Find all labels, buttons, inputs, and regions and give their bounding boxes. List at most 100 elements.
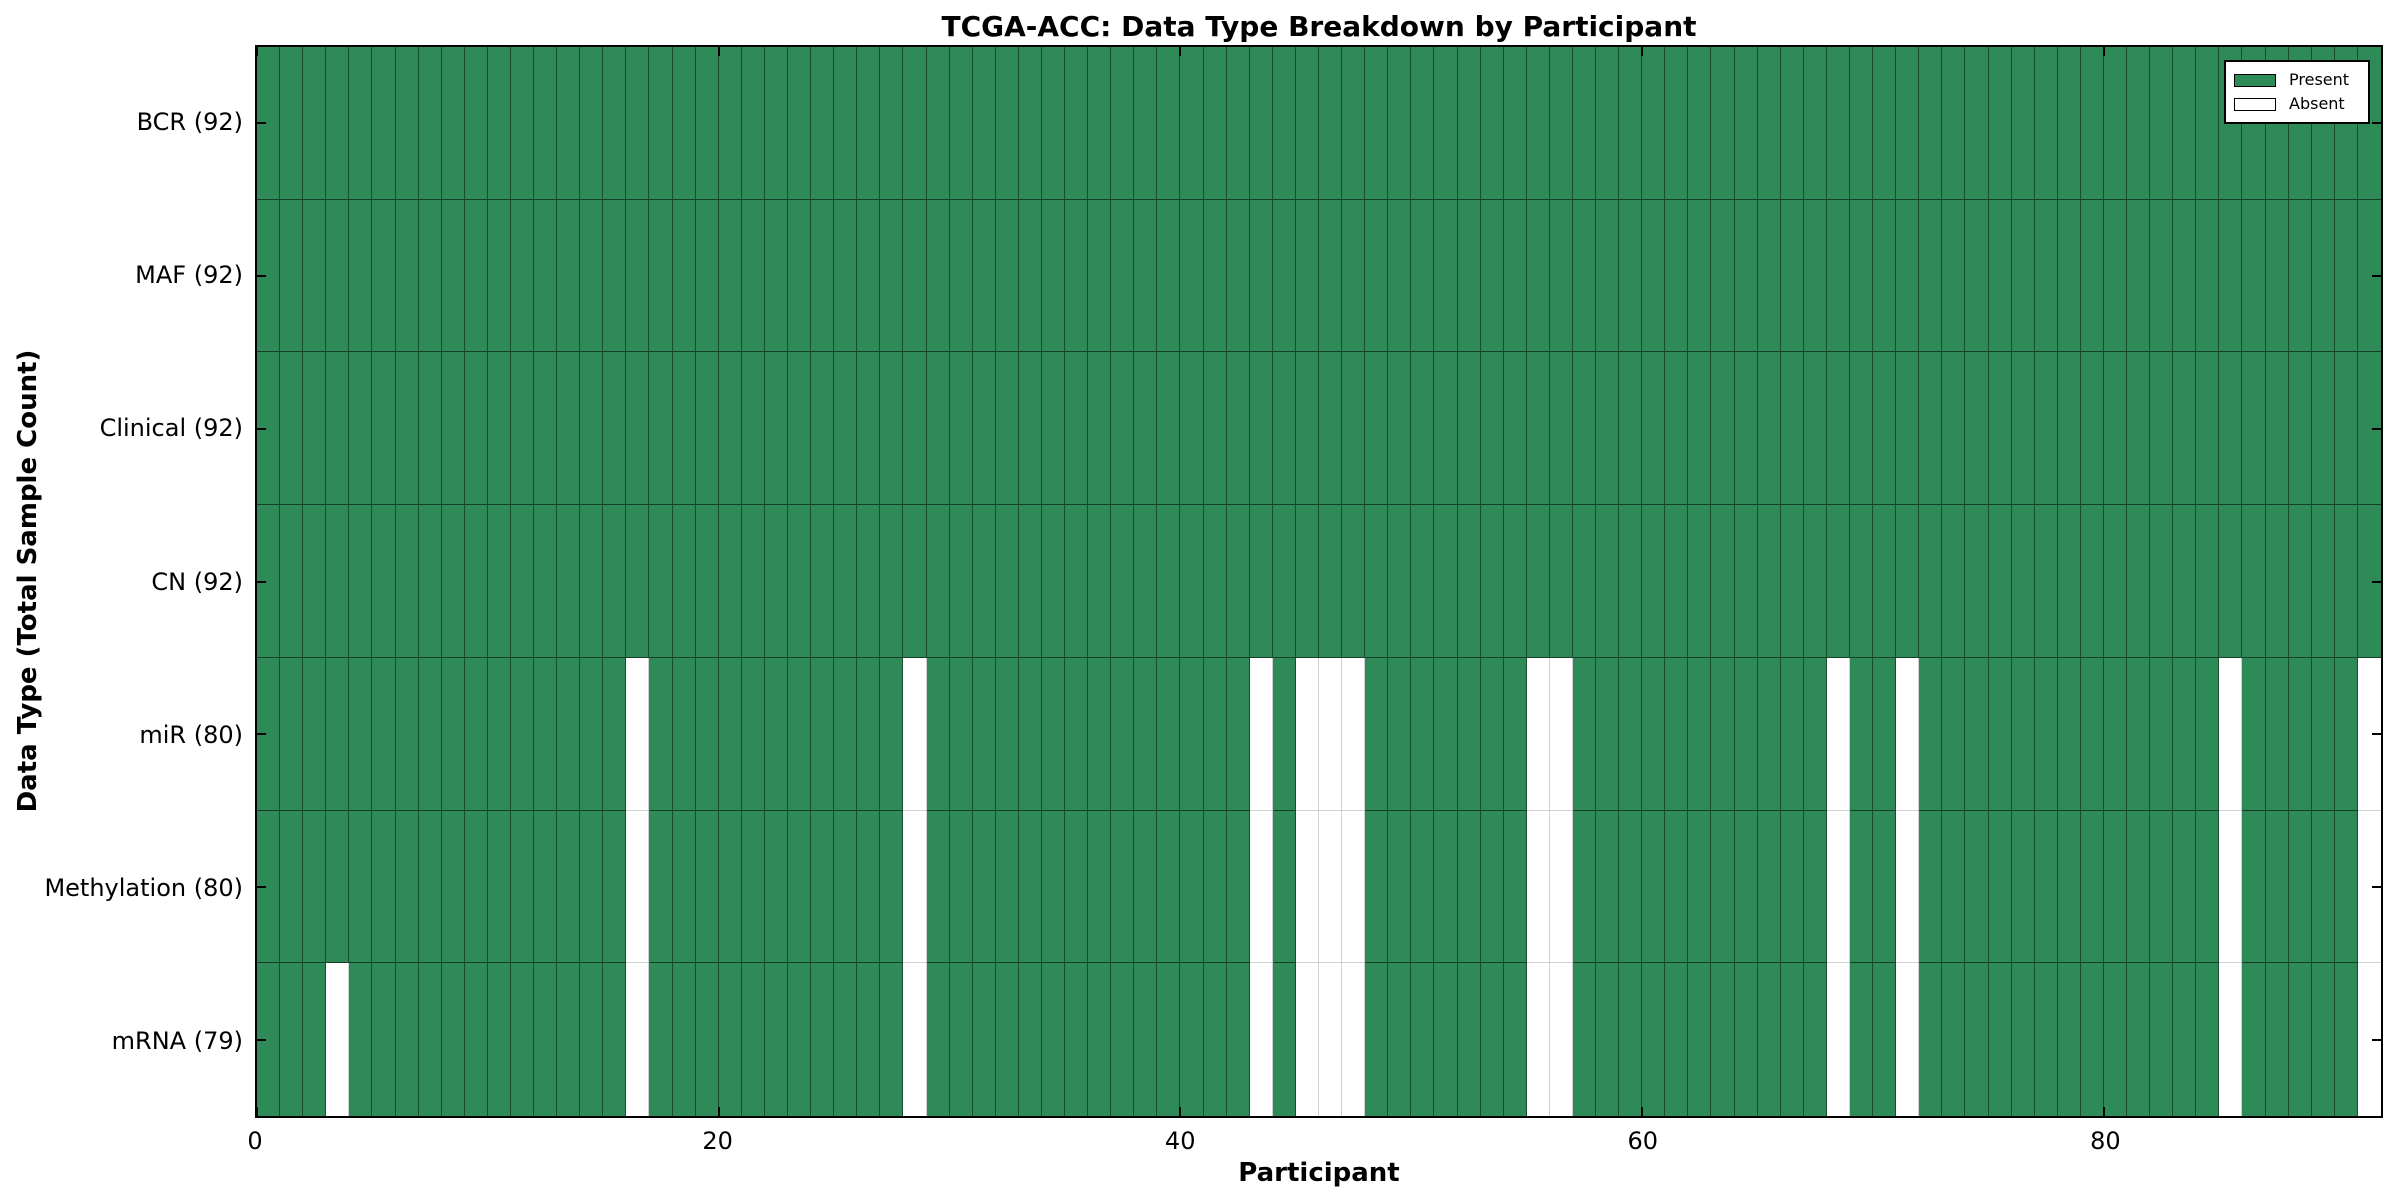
grid-cell bbox=[1365, 199, 1389, 353]
grid-cell bbox=[510, 657, 535, 811]
grid-cell bbox=[280, 47, 304, 200]
grid-cell bbox=[1018, 657, 1042, 811]
grid-cell bbox=[1688, 963, 1712, 1116]
grid-cell bbox=[1480, 199, 1504, 353]
grid-cell bbox=[1065, 47, 1089, 200]
grid-cell bbox=[834, 352, 858, 506]
grid-cell bbox=[1203, 352, 1227, 506]
grid-cell bbox=[1711, 505, 1735, 658]
grid-cell bbox=[1272, 657, 1296, 811]
grid-cell bbox=[857, 657, 881, 811]
grid-cell bbox=[1503, 810, 1527, 964]
grid-cell bbox=[1549, 352, 1573, 506]
grid-cell bbox=[1503, 352, 1527, 506]
grid-cell bbox=[2150, 657, 2174, 811]
grid-cell bbox=[787, 199, 812, 353]
grid-cell bbox=[2057, 47, 2081, 200]
grid-cell bbox=[2057, 505, 2081, 658]
grid-cell bbox=[1503, 199, 1527, 353]
grid-cell bbox=[1526, 47, 1550, 200]
grid-cell bbox=[1734, 47, 1758, 200]
grid-cell bbox=[1942, 47, 1966, 200]
grid-cell bbox=[326, 810, 350, 964]
grid-cell bbox=[1295, 199, 1319, 353]
grid-cell bbox=[1295, 47, 1319, 200]
grid-cell bbox=[2265, 505, 2289, 658]
grid-cell bbox=[695, 505, 719, 658]
grid-cell bbox=[1411, 47, 1435, 200]
y-tick-mark bbox=[257, 580, 266, 583]
grid-cell bbox=[603, 199, 627, 353]
x-axis-label: Participant bbox=[1238, 1158, 1400, 1188]
grid-cell bbox=[441, 963, 465, 1116]
grid-cell bbox=[1826, 657, 1850, 811]
grid-cell bbox=[1549, 47, 1573, 200]
grid-cell bbox=[857, 199, 881, 353]
grid-cell bbox=[649, 963, 673, 1116]
grid-cell bbox=[1803, 505, 1827, 658]
grid-cell bbox=[580, 47, 604, 200]
grid-cell bbox=[1826, 352, 1850, 506]
grid-cell bbox=[1596, 352, 1620, 506]
grid-cell bbox=[2034, 657, 2058, 811]
grid-cell bbox=[1803, 199, 1827, 353]
grid-cell bbox=[1041, 352, 1066, 506]
grid-cell bbox=[603, 657, 627, 811]
grid-cell bbox=[1734, 657, 1758, 811]
y-tick-mark bbox=[2372, 275, 2381, 278]
grid-cell bbox=[2311, 657, 2335, 811]
grid-cell bbox=[303, 352, 327, 506]
grid-cell bbox=[718, 352, 742, 506]
grid-cell bbox=[1342, 505, 1366, 658]
grid-cell bbox=[2080, 657, 2104, 811]
grid-cell bbox=[1919, 47, 1943, 200]
grid-cell bbox=[926, 505, 950, 658]
grid-cell bbox=[764, 352, 788, 506]
grid-cell bbox=[695, 47, 719, 200]
grid-cell bbox=[2357, 657, 2381, 811]
grid-cell bbox=[2127, 657, 2151, 811]
grid-cell bbox=[1711, 47, 1735, 200]
grid-cell bbox=[2011, 352, 2035, 506]
grid-cell bbox=[857, 47, 881, 200]
x-tick-label: 60 bbox=[1627, 1127, 1659, 1155]
grid-cell bbox=[834, 810, 858, 964]
grid-cell bbox=[626, 505, 650, 658]
grid-cell bbox=[372, 199, 396, 353]
grid-cell bbox=[1965, 352, 1989, 506]
grid-cell bbox=[1896, 47, 1920, 200]
grid-cell bbox=[1203, 810, 1227, 964]
grid-cell bbox=[1711, 810, 1735, 964]
grid-cell bbox=[903, 47, 927, 200]
grid-cell bbox=[1249, 47, 1273, 200]
grid-cell bbox=[1157, 352, 1181, 506]
grid-cell bbox=[1411, 963, 1435, 1116]
grid-cell bbox=[1480, 657, 1504, 811]
grid-cell bbox=[1226, 199, 1250, 353]
grid-cell bbox=[557, 199, 581, 353]
grid-cell bbox=[2011, 963, 2035, 1116]
y-tick-mark bbox=[257, 885, 266, 888]
grid-cell bbox=[1457, 199, 1481, 353]
grid-cell bbox=[1642, 810, 1666, 964]
grid-cell bbox=[2173, 963, 2197, 1116]
y-tick-mark bbox=[2372, 1038, 2381, 1041]
grid-cell bbox=[1849, 352, 1874, 506]
grid-cell bbox=[441, 657, 465, 811]
grid-cell bbox=[1965, 657, 1989, 811]
grid-cell bbox=[1826, 505, 1850, 658]
grid-cell bbox=[1411, 810, 1435, 964]
grid-cell bbox=[1457, 963, 1481, 1116]
grid-cell bbox=[2103, 657, 2128, 811]
grid-cell bbox=[1965, 505, 1989, 658]
grid-cell bbox=[1318, 352, 1343, 506]
grid-cell bbox=[1342, 199, 1366, 353]
grid-cell bbox=[857, 810, 881, 964]
grid-cell bbox=[787, 505, 812, 658]
grid-cell bbox=[695, 352, 719, 506]
grid-cell bbox=[372, 47, 396, 200]
grid-cell bbox=[441, 199, 465, 353]
grid-cell bbox=[2242, 657, 2266, 811]
x-tick-mark bbox=[717, 1107, 720, 1116]
